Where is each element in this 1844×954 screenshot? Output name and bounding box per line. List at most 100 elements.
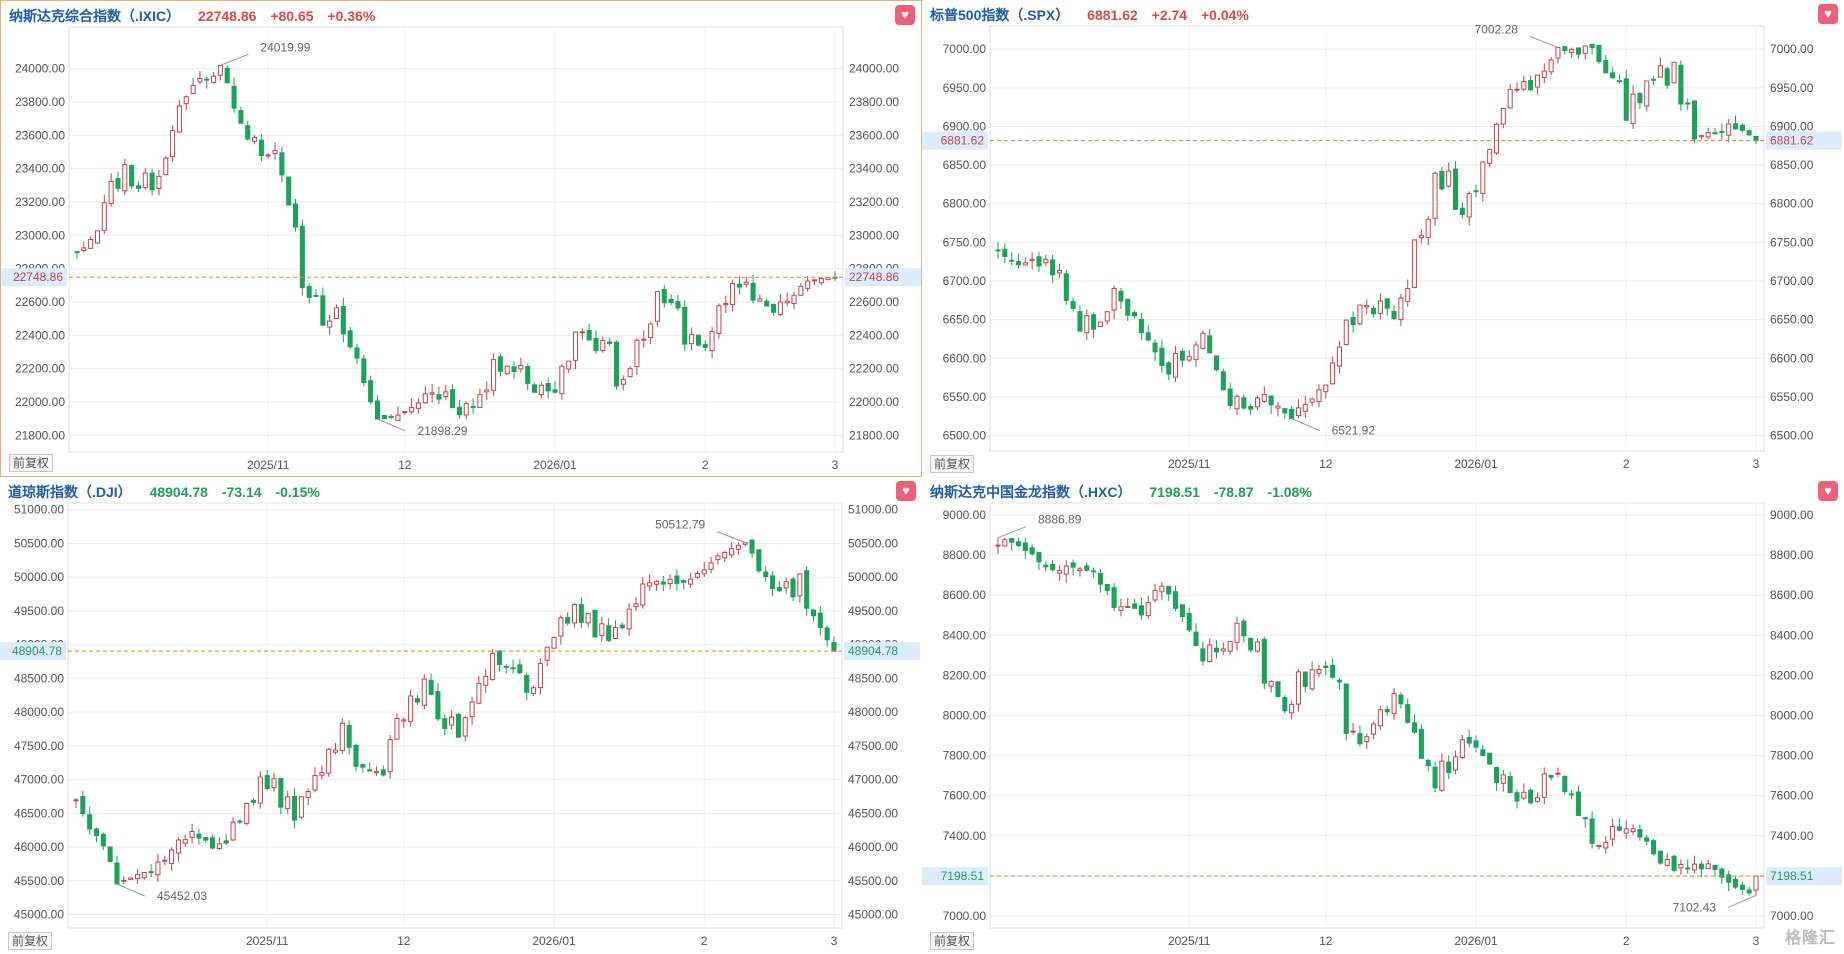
y-tick-label-right: 23000.00 — [849, 228, 899, 242]
y-tick-label-left: 6550.00 — [943, 390, 987, 404]
index-change: -73.14 — [221, 484, 262, 500]
candle-body — [1248, 406, 1254, 410]
y-tick-label-right: 21800.00 — [849, 428, 899, 442]
candle-body — [1036, 256, 1042, 267]
candle-body — [361, 358, 367, 383]
candle-body — [1739, 124, 1745, 131]
panel-hxc[interactable]: 7000.007000.007200.007200.007400.007400.… — [922, 477, 1844, 954]
y-tick-label-left: 22600.00 — [15, 295, 65, 309]
candle-body — [81, 247, 87, 251]
candle-body — [1159, 585, 1165, 593]
candle-body — [661, 289, 667, 304]
candle-body — [1746, 889, 1752, 894]
candle-body — [1569, 793, 1575, 796]
candle-body — [831, 642, 837, 652]
candle-body — [1732, 878, 1739, 888]
y-tick-label-left: 21800.00 — [15, 428, 65, 442]
x-tick-label: 2 — [1623, 457, 1630, 471]
candle-body — [1377, 300, 1383, 314]
adjust-button[interactable]: 前复权 — [8, 932, 53, 950]
candle-body — [1371, 723, 1377, 735]
favorite-button[interactable]: ♥ — [1818, 4, 1838, 24]
candle-body — [387, 739, 393, 773]
candle-body — [1753, 875, 1759, 891]
period-high-label: 8886.89 — [1038, 513, 1082, 527]
adjust-button[interactable]: 前复权 — [930, 932, 975, 950]
candle-body — [73, 799, 79, 802]
last-price-badge-left — [1, 268, 67, 287]
adjust-button[interactable]: 前复权 — [9, 454, 54, 472]
candle-body — [175, 839, 181, 854]
favorite-button[interactable]: ♥ — [896, 481, 916, 501]
candle-body — [763, 571, 769, 577]
period-low-leader — [377, 418, 406, 432]
y-tick-label-right: 7800.00 — [1770, 749, 1814, 763]
candle-body — [1289, 408, 1295, 420]
last-price-label-left: 22748.86 — [13, 270, 63, 284]
last-price-badge-left — [922, 131, 988, 150]
candle-body — [641, 338, 647, 341]
y-tick-label-left: 45000.00 — [14, 908, 64, 922]
candle-body — [1295, 407, 1301, 417]
candle-body — [1405, 704, 1411, 723]
candle-body — [1207, 644, 1213, 663]
candle-body — [756, 549, 762, 572]
candle-body — [1336, 346, 1342, 367]
y-tick-label-right: 23600.00 — [849, 128, 899, 142]
candle-body — [824, 627, 830, 641]
candle-body — [169, 849, 175, 864]
y-tick-label-left: 8400.00 — [943, 628, 987, 642]
candle-body — [1323, 665, 1329, 668]
candle-body — [1500, 774, 1506, 784]
candle-body — [1425, 218, 1431, 238]
y-tick-label-left: 8800.00 — [943, 548, 987, 562]
adjust-button[interactable]: 前复权 — [930, 455, 975, 473]
candle-body — [805, 280, 811, 289]
candle-body — [1364, 736, 1370, 743]
candle-body — [1657, 850, 1663, 864]
candle-body — [1500, 107, 1506, 125]
candle-body — [1227, 388, 1233, 406]
candle-body — [142, 172, 148, 189]
candle-body — [484, 389, 490, 393]
candlestick-chart: 45000.00 45000.00 45500.00 45500.00 46000.00… — [0, 502, 920, 948]
favorite-button[interactable]: ♥ — [895, 5, 915, 25]
candle-body — [1070, 301, 1076, 309]
candle-body — [204, 78, 210, 81]
candle-body — [682, 306, 688, 345]
candle-body — [1651, 78, 1657, 81]
candle-body — [797, 573, 803, 597]
candle-body — [1070, 562, 1076, 568]
panel-ixic[interactable]: 21800.00 21800.00 22000.00 22000.00 22200.00… — [0, 0, 922, 477]
favorite-button[interactable]: ♥ — [1818, 481, 1838, 501]
candle-body — [1493, 123, 1500, 154]
candle-body — [1063, 565, 1069, 575]
panel-dji[interactable]: 45000.00 45000.00 45500.00 45500.00 46000.00… — [0, 477, 922, 954]
candle-body — [784, 300, 790, 304]
heart-icon: ♥ — [1824, 483, 1832, 498]
index-name: 纳斯达克中国金龙指数（.HXC） — [930, 484, 1132, 500]
candle-body — [414, 698, 420, 703]
candle-body — [409, 406, 415, 413]
panel-spx[interactable]: 6500.00 6500.00 6550.00 6550.00 6600.00 6600.… — [922, 0, 1844, 477]
period-high-leader — [997, 526, 1027, 539]
y-tick-label-left: 24000.00 — [15, 62, 65, 76]
candle-body — [332, 749, 339, 753]
candle-body — [107, 846, 113, 863]
candle-body — [1664, 68, 1670, 86]
candle-body — [402, 411, 408, 414]
candle-body — [1002, 248, 1008, 258]
x-tick-label: 2026/01 — [532, 934, 576, 948]
candle-body — [1009, 538, 1015, 543]
candle-body — [551, 636, 557, 649]
candle-body — [1418, 235, 1424, 239]
candle-body — [1678, 64, 1684, 105]
y-tick-label-right: 8400.00 — [1770, 628, 1814, 642]
candle-body — [327, 320, 333, 328]
candle-body — [1002, 539, 1008, 547]
candle-body — [1507, 89, 1513, 109]
candle-body — [1173, 591, 1179, 609]
candle-body — [783, 581, 789, 589]
candle-body — [1125, 606, 1131, 609]
candle-body — [1179, 350, 1185, 361]
